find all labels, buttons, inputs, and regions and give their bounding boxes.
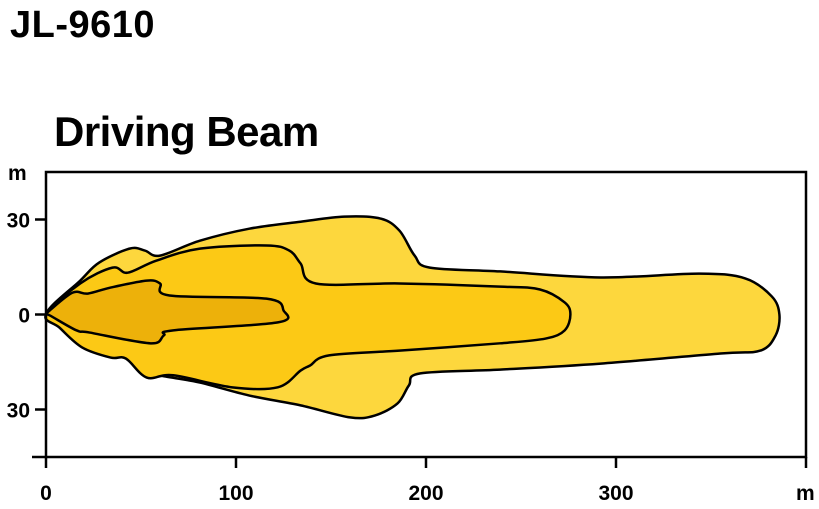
y-axis-unit: m	[8, 162, 27, 185]
beam-zone-2	[44, 244, 572, 391]
x-tick-label: 200	[408, 482, 443, 505]
x-tick-label: 300	[598, 482, 633, 505]
x-tick-label: 0	[40, 482, 52, 505]
y-tick-label: 30	[7, 400, 30, 423]
chart-title: Driving Beam	[54, 108, 319, 155]
beam-zone-3	[44, 279, 290, 345]
y-tick-label: 30	[7, 210, 30, 233]
model-name: JL-9610	[10, 4, 156, 46]
x-tick-label: 100	[218, 482, 253, 505]
y-tick-label: 0	[18, 305, 30, 328]
x-axis-unit: m	[796, 482, 815, 505]
